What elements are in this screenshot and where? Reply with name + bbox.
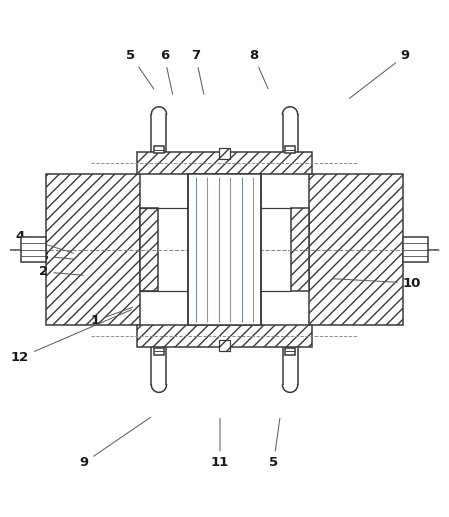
Polygon shape <box>219 148 230 159</box>
Text: 8: 8 <box>249 49 268 88</box>
Polygon shape <box>140 208 158 291</box>
Text: 4: 4 <box>16 230 73 253</box>
Polygon shape <box>154 348 164 355</box>
Polygon shape <box>154 146 164 153</box>
Polygon shape <box>219 340 230 351</box>
Text: 9: 9 <box>79 417 151 469</box>
Text: 3: 3 <box>39 250 74 263</box>
Polygon shape <box>309 174 403 325</box>
Polygon shape <box>188 174 261 325</box>
Text: 5: 5 <box>126 49 154 89</box>
Text: 5: 5 <box>269 418 280 469</box>
Text: 9: 9 <box>349 49 410 98</box>
Text: 2: 2 <box>39 265 84 278</box>
Text: 11: 11 <box>211 418 229 469</box>
Polygon shape <box>291 208 309 291</box>
Polygon shape <box>22 237 46 262</box>
Text: 1: 1 <box>91 307 132 327</box>
Polygon shape <box>285 146 295 153</box>
Text: 10: 10 <box>332 277 421 290</box>
Polygon shape <box>285 348 295 355</box>
Text: 6: 6 <box>160 49 172 94</box>
Polygon shape <box>46 174 140 325</box>
Polygon shape <box>403 237 427 262</box>
Polygon shape <box>137 153 312 174</box>
Text: 12: 12 <box>11 310 132 364</box>
Text: 7: 7 <box>191 49 204 94</box>
Polygon shape <box>137 325 312 347</box>
